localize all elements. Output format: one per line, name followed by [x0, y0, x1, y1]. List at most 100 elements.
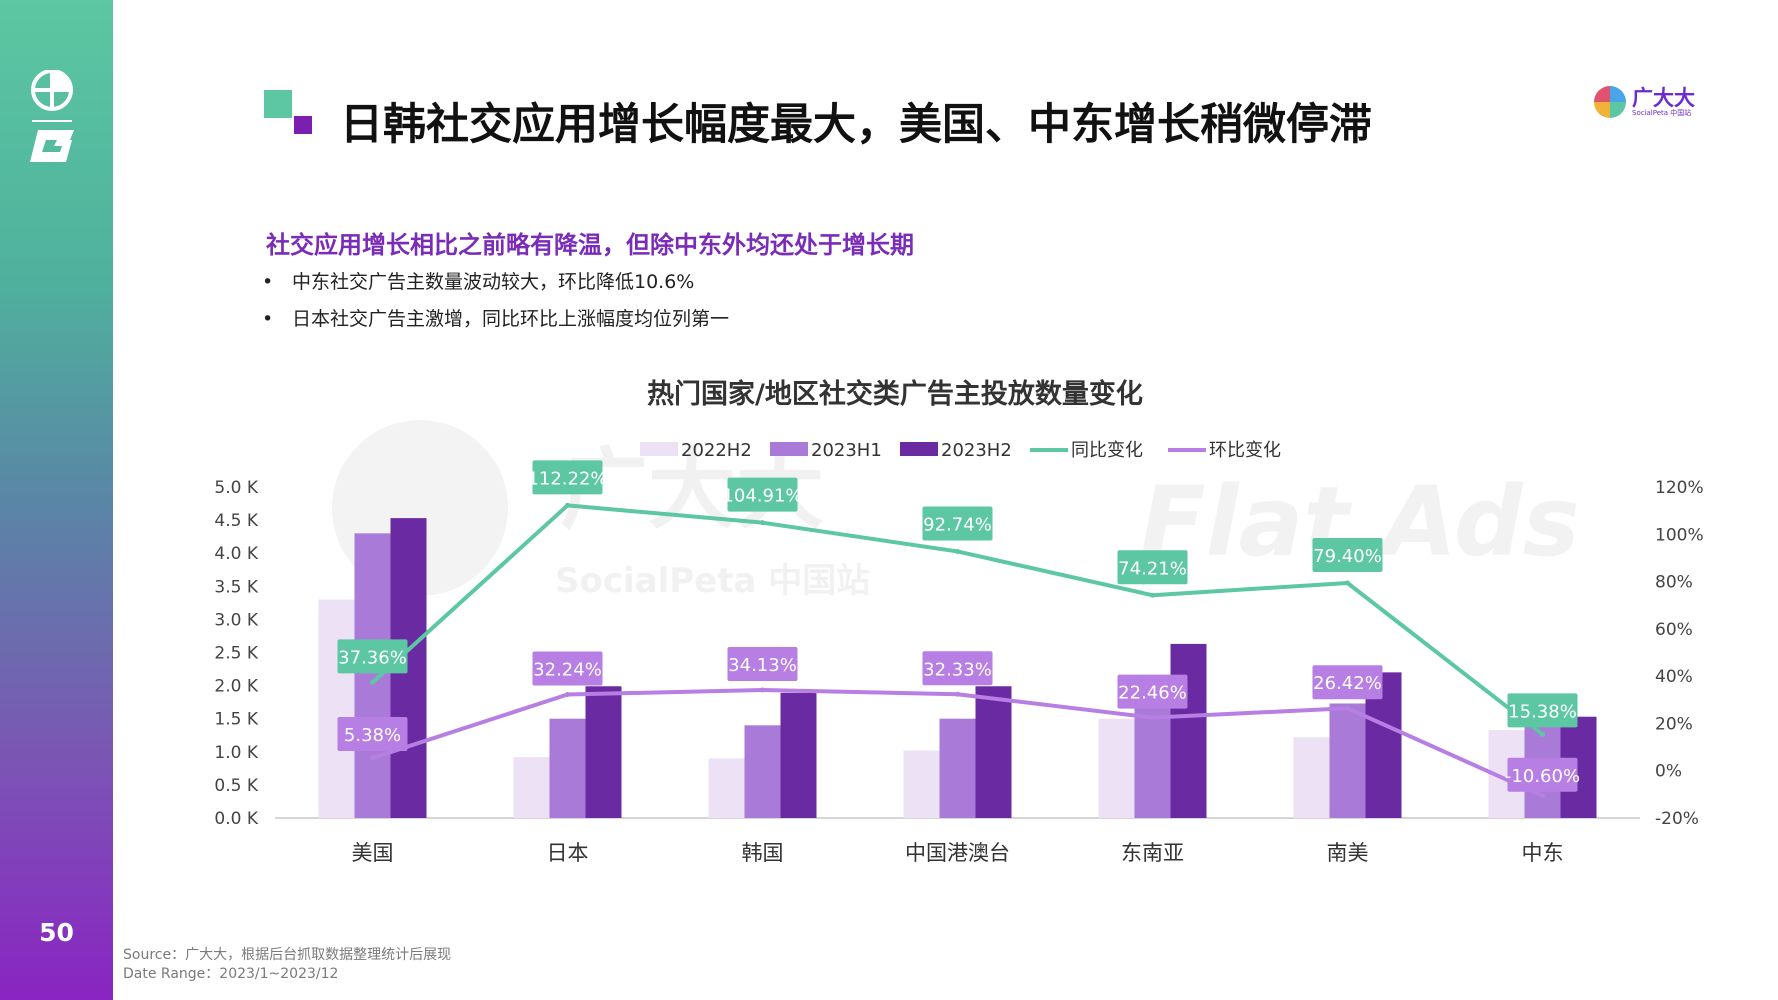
brand-logo-icon — [30, 70, 74, 162]
brand-badge: 广大大 SocialPeta 中国站 — [1592, 82, 1712, 122]
legend-label: 环比变化 — [1209, 440, 1281, 461]
data-label: 32.24% — [533, 659, 602, 680]
source-note: Source：广大大，根据后台抓取数据整理统计后展现 Date Range：20… — [123, 946, 451, 984]
line-point-同比变化 — [1540, 731, 1545, 737]
y-left-tick-label: 4.5 K — [214, 511, 258, 531]
legend-swatch-2022H2 — [640, 442, 678, 456]
x-tick-label: 东南亚 — [1121, 841, 1184, 865]
line-point-同比变化 — [760, 520, 765, 526]
data-label: 32.33% — [923, 659, 992, 680]
chart-lines — [370, 502, 1545, 799]
data-label-box — [1117, 550, 1188, 585]
y-left-tick-label: 2.0 K — [214, 677, 258, 697]
page-title: 日韩社交应用增长幅度最大，美国、中东增长稍微停滞 — [340, 100, 1372, 150]
legend-swatch-2023H1 — [770, 442, 808, 456]
data-label-box — [532, 460, 603, 495]
x-tick-label: 韩国 — [742, 841, 784, 865]
x-tick-label: 中国港澳台 — [905, 841, 1010, 865]
bar-2023H1 — [939, 718, 976, 818]
data-label-box — [1312, 537, 1383, 572]
chart-title: 热门国家/地区社交类广告主投放数量变化 — [647, 378, 1143, 410]
bullet-list: • 中东社交广告主数量波动较大，环比降低10.6% • 日本社交广告主激增，同比环比… — [262, 268, 729, 342]
bar-2022H2 — [903, 750, 940, 818]
x-tick-label: 中东 — [1522, 841, 1564, 865]
bar-2022H2 — [318, 599, 355, 818]
y-right-tick-label: 40% — [1655, 667, 1693, 687]
data-label-box — [727, 647, 798, 682]
bullet-item: • 中东社交广告主数量波动较大，环比降低10.6% — [262, 268, 729, 305]
chart-axes: 0.0 K 0.5 K 1.0 K 1.5 K 2.0 K 2.5 K 3.0 K 3.5 K… — [214, 478, 1703, 865]
data-label-box — [1312, 665, 1383, 700]
brand-subtitle: SocialPeta 中国站 — [1632, 109, 1692, 117]
bar-2022H2 — [513, 757, 550, 818]
line-point-环比变化 — [370, 755, 375, 761]
y-right-tick-label: 60% — [1655, 620, 1693, 640]
x-tick-label: 南美 — [1327, 841, 1369, 865]
page-number: 50 — [39, 918, 74, 947]
line-point-环比变化 — [565, 691, 570, 697]
y-left-tick-label: 3.5 K — [214, 577, 258, 597]
legend-label: 2023H1 — [811, 440, 882, 461]
data-label: 92.74% — [923, 514, 992, 535]
data-label: 37.36% — [338, 647, 407, 668]
bullet-text: 日本社交广告主激增，同比环比上涨幅度均位列第一 — [292, 308, 730, 330]
line-point-环比变化 — [1345, 705, 1350, 711]
source-text: Source：广大大，根据后台抓取数据整理统计后展现 — [123, 947, 452, 963]
bar-2023H1 — [744, 725, 781, 818]
y-left-tick-label: 1.0 K — [214, 743, 258, 763]
data-label-box — [337, 716, 408, 751]
data-label: 79.40% — [1313, 546, 1382, 567]
y-left-tick-label: 0.0 K — [214, 809, 258, 829]
date-range-text: Date Range：2023/1~2023/12 — [123, 966, 339, 982]
y-left-tick-label: 2.5 K — [214, 644, 258, 664]
bar-2023H2 — [1170, 643, 1207, 818]
legend-label: 同比变化 — [1071, 440, 1143, 461]
data-label: 22.46% — [1118, 683, 1187, 704]
bar-2022H2 — [1098, 718, 1135, 818]
bar-2023H1 — [1134, 693, 1171, 818]
data-label: 34.13% — [728, 655, 797, 676]
data-label-box — [922, 506, 993, 541]
legend-label: 2022H2 — [681, 440, 752, 461]
y-left-tick-label: 3.0 K — [214, 610, 258, 630]
data-label-box — [1507, 757, 1578, 792]
bar-2023H2 — [585, 686, 622, 818]
legend-label: 2023H2 — [941, 440, 1012, 461]
bullet-dot: • — [262, 308, 274, 330]
bullet-item: • 日本社交广告主激增，同比环比上涨幅度均位列第一 — [262, 305, 729, 342]
data-label-box — [727, 477, 798, 512]
bar-2023H2 — [975, 686, 1012, 818]
data-label-box — [1117, 674, 1188, 709]
line-point-同比变化 — [370, 679, 375, 685]
bar-2023H2 — [780, 692, 817, 818]
data-label-box — [1507, 693, 1578, 728]
bullet-dot: • — [262, 271, 274, 293]
data-label: 15.38% — [1508, 701, 1577, 722]
chart-labels: 37.36% 112.22% 104.91% 92.74% 74.21% 79.40% 15… — [337, 460, 1580, 792]
x-tick-label: 美国 — [352, 841, 394, 865]
line-point-同比变化 — [565, 502, 570, 508]
bullet-text: 中东社交广告主数量波动较大，环比降低10.6% — [292, 271, 695, 293]
data-label: 26.42% — [1313, 673, 1382, 694]
y-left-tick-label: 0.5 K — [214, 776, 258, 796]
y-right-tick-label: 80% — [1655, 573, 1693, 593]
x-tick-label: 日本 — [547, 841, 589, 865]
chart-legend: 2022H2 2023H1 2023H2 同比变化 环比变化 — [640, 440, 1281, 461]
y-right-tick-label: -20% — [1655, 809, 1699, 829]
bar-2023H1 — [1329, 703, 1366, 818]
line-point-同比变化 — [1345, 580, 1350, 586]
brand-name: 广大大 — [1632, 86, 1695, 110]
line-point-环比变化 — [1150, 715, 1155, 721]
data-label-box — [532, 651, 603, 686]
sidebar: 50 — [0, 0, 113, 1000]
data-label: -10.60% — [1505, 766, 1580, 787]
line-point-环比变化 — [1540, 793, 1545, 799]
y-left-tick-label: 5.0 K — [214, 478, 258, 498]
bar-2022H2 — [1293, 737, 1330, 818]
line-point-同比变化 — [1150, 592, 1155, 598]
bar-2022H2 — [708, 758, 745, 818]
data-label: 104.91% — [722, 486, 802, 507]
line-point-环比变化 — [760, 687, 765, 693]
title-marker-icon — [264, 90, 312, 134]
